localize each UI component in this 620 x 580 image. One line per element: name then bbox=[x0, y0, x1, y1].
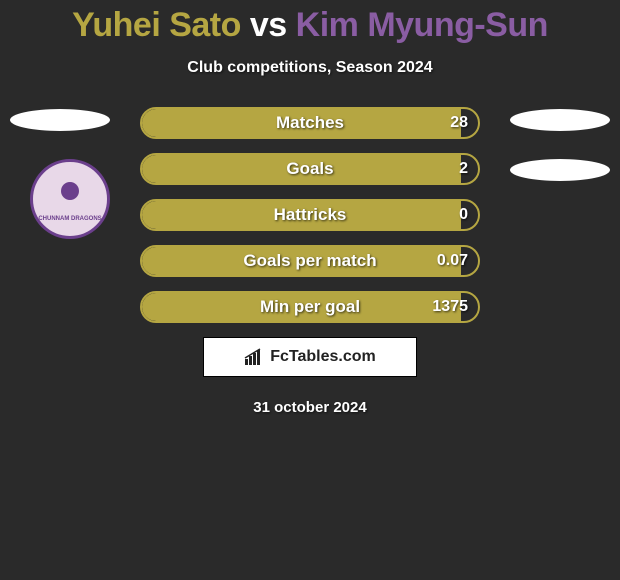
stat-row-hattricks: Hattricks 0 bbox=[140, 199, 480, 231]
player2-marker-top-icon bbox=[510, 109, 610, 131]
date-text: 31 october 2024 bbox=[0, 399, 620, 416]
stat-label: Hattricks bbox=[142, 201, 478, 229]
stat-label: Min per goal bbox=[142, 293, 478, 321]
player2-name: Kim Myung-Sun bbox=[296, 6, 548, 44]
subtitle: Club competitions, Season 2024 bbox=[0, 59, 620, 77]
stat-right-value: 28 bbox=[450, 109, 468, 137]
player2-marker-bottom-icon bbox=[510, 159, 610, 181]
stat-row-gpm: Goals per match 0.07 bbox=[140, 245, 480, 277]
stat-label: Goals per match bbox=[142, 247, 478, 275]
stat-right-value: 2 bbox=[459, 155, 468, 183]
stat-right-value: 0.07 bbox=[437, 247, 468, 275]
chart-icon bbox=[244, 348, 266, 366]
stat-right-value: 0 bbox=[459, 201, 468, 229]
player1-name: Yuhei Sato bbox=[72, 6, 241, 44]
stat-row-mpg: Min per goal 1375 bbox=[140, 291, 480, 323]
vs-separator: vs bbox=[250, 6, 287, 44]
stat-row-matches: Matches 28 bbox=[140, 107, 480, 139]
stat-label: Matches bbox=[142, 109, 478, 137]
stat-label: Goals bbox=[142, 155, 478, 183]
player1-marker-icon bbox=[10, 109, 110, 131]
stats-bars: Matches 28 Goals 2 Hattricks 0 Goals per… bbox=[140, 107, 480, 323]
stat-row-goals: Goals 2 bbox=[140, 153, 480, 185]
brand-badge: FcTables.com bbox=[203, 337, 417, 377]
content-area: CHUNNAM DRAGONS Matches 28 Goals 2 Hattr… bbox=[0, 107, 620, 416]
comparison-title: Yuhei Sato vs Kim Myung-Sun bbox=[0, 0, 620, 45]
club-badge-icon: CHUNNAM DRAGONS bbox=[30, 159, 110, 239]
brand-text: FcTables.com bbox=[270, 348, 376, 366]
stat-right-value: 1375 bbox=[432, 293, 468, 321]
